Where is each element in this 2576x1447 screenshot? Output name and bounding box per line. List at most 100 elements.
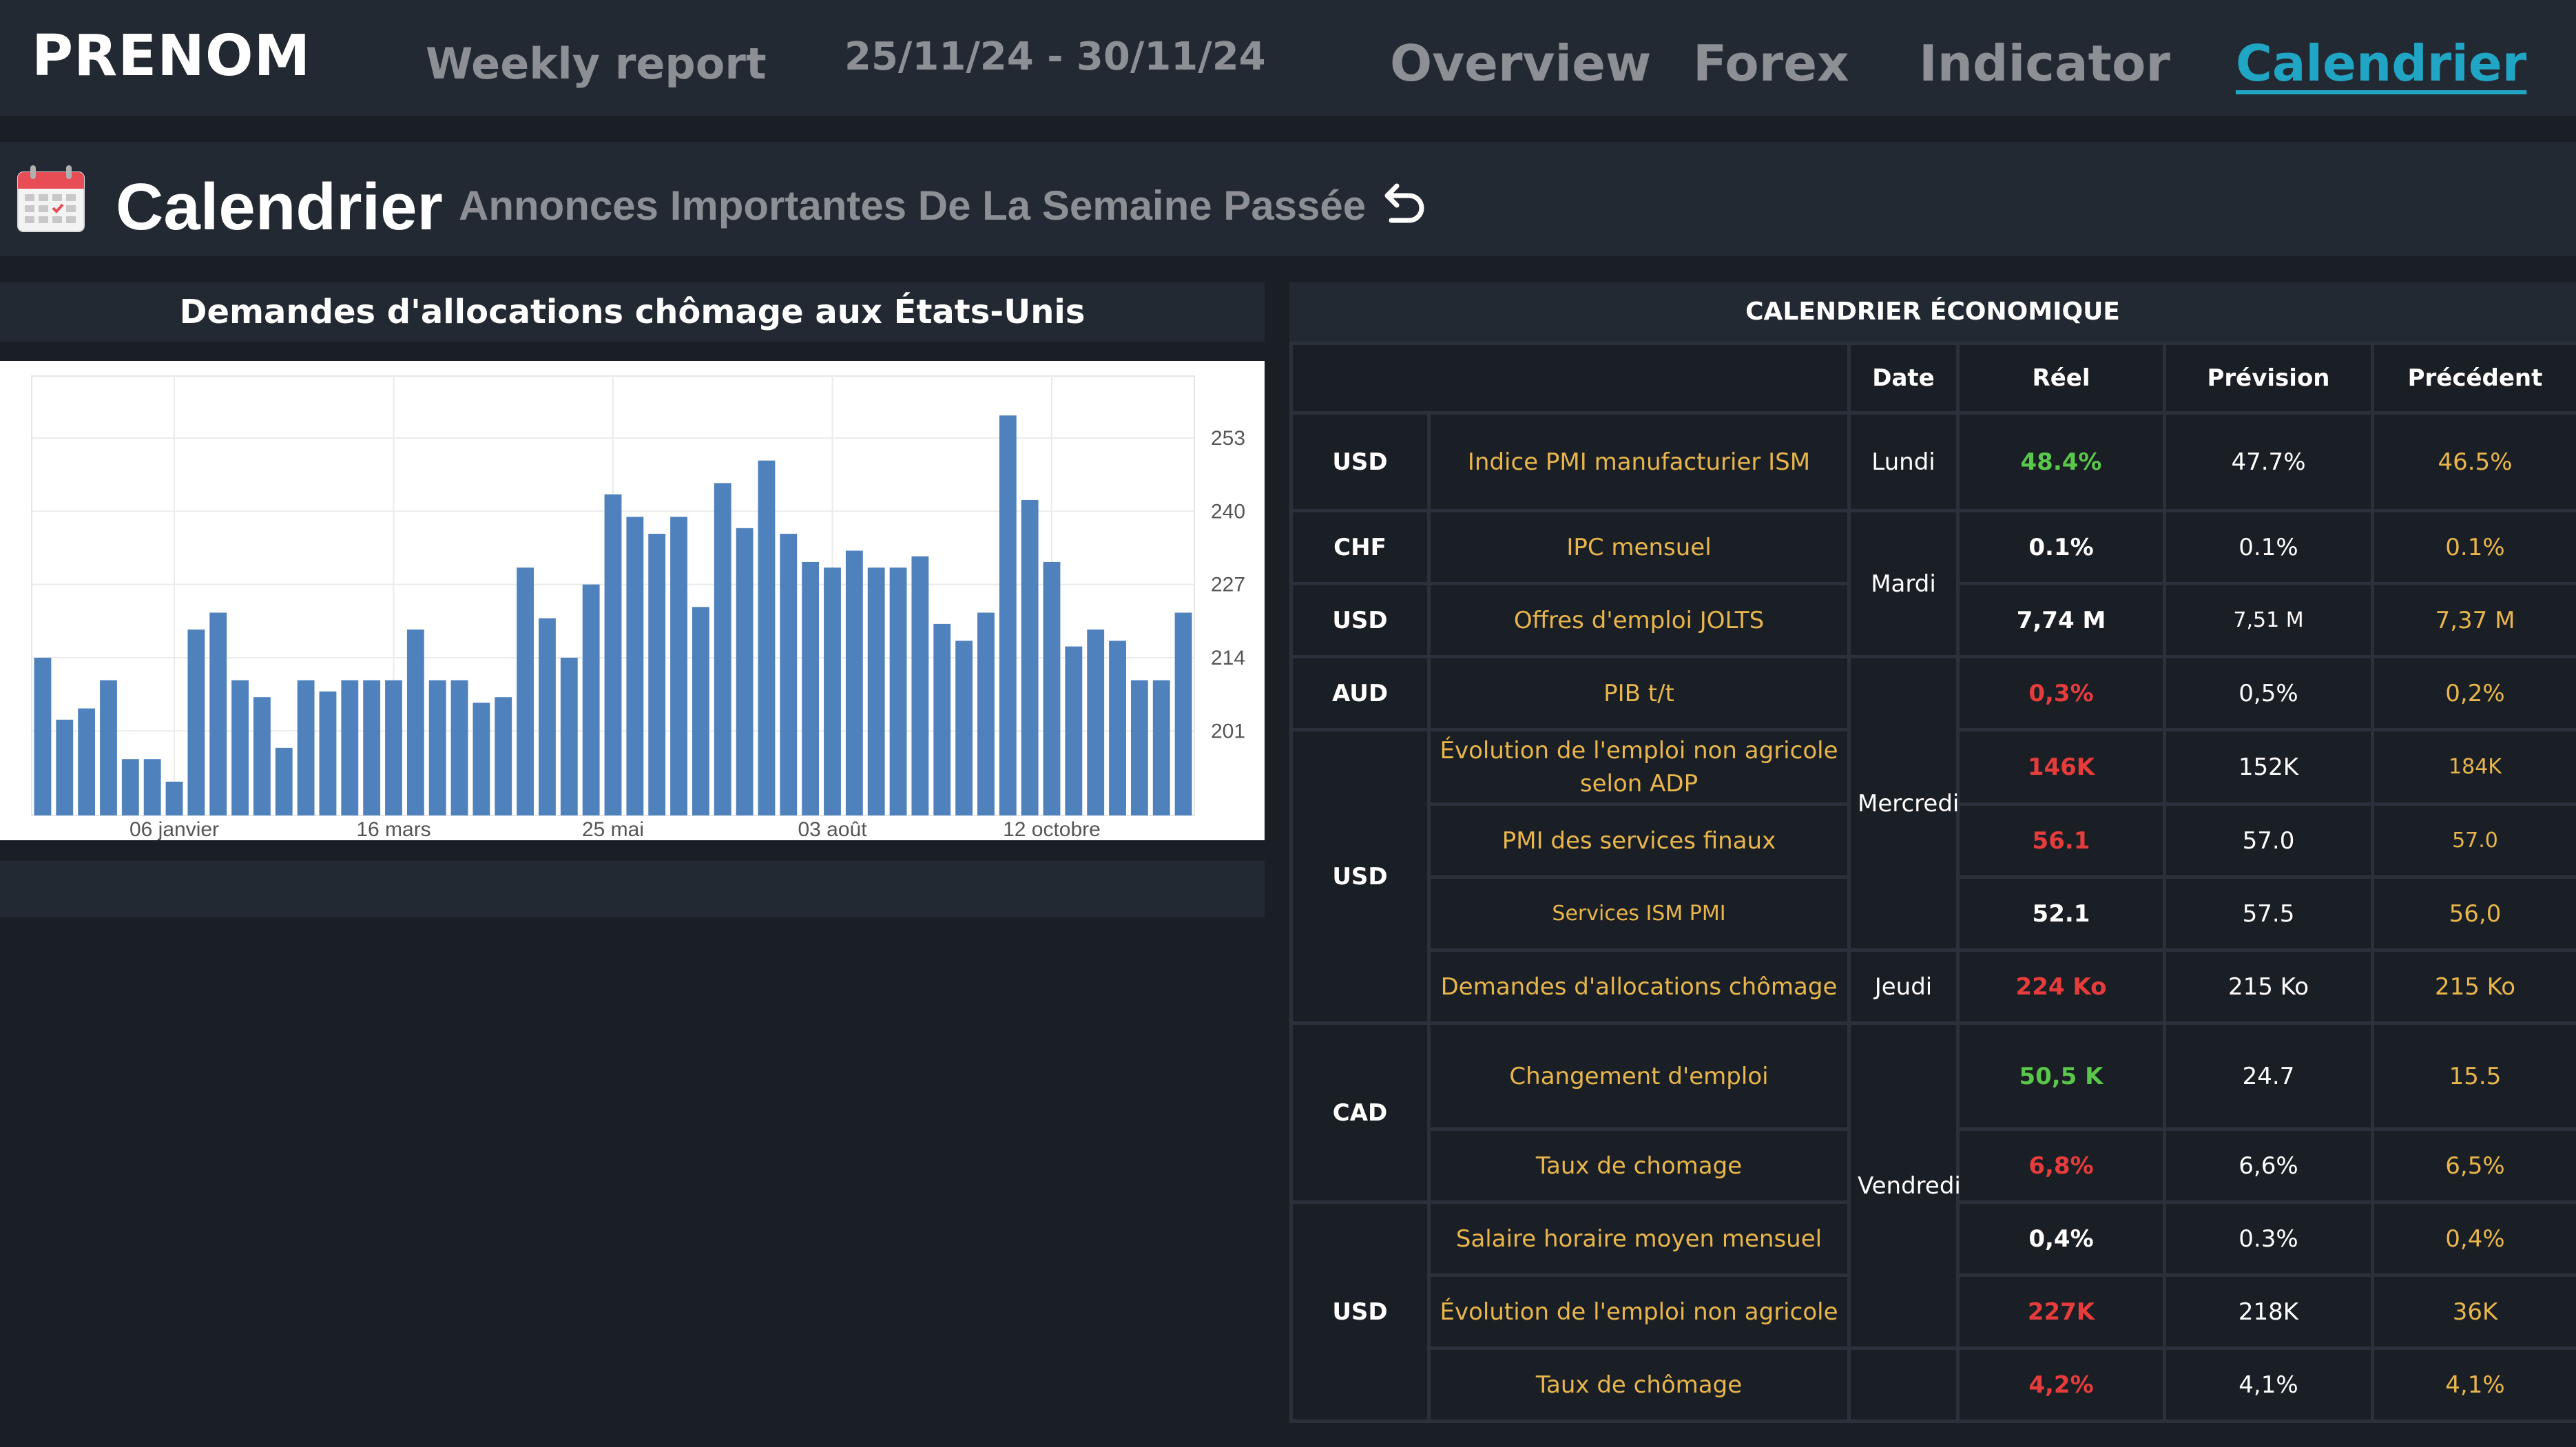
y-tick-label: 201	[1211, 720, 1245, 742]
bar	[955, 641, 973, 815]
actual-cell: 52.1	[1956, 875, 2166, 952]
currency-cell: USD	[1289, 728, 1431, 1025]
bar	[867, 568, 885, 815]
day-cell: Lundi	[1847, 411, 1960, 512]
currency-cell: AUD	[1289, 655, 1431, 731]
bar	[1152, 680, 1170, 815]
bar	[450, 680, 468, 815]
x-tick-label: 25 mai	[582, 818, 644, 840]
bar-chart-svg: 253 240 227 214 201 06 janvier 16 mars 25 mai 03…	[31, 375, 1245, 841]
bar	[1043, 561, 1061, 815]
bar	[999, 415, 1017, 815]
announcement-cell: PMI des services finaux	[1427, 802, 1851, 879]
x-tick-label: 03 août	[798, 818, 867, 840]
announcement-cell: IPC mensuel	[1427, 509, 1851, 585]
forecast-cell: 0.1%	[2163, 509, 2374, 585]
previous-cell: 0.1%	[2371, 509, 2576, 585]
bar	[78, 708, 96, 815]
bar	[1065, 646, 1083, 815]
actual-cell: 7,74 M	[1956, 582, 2166, 658]
forecast-cell: 0.3%	[2163, 1200, 2374, 1277]
y-tick-label: 227	[1211, 574, 1245, 596]
table-header-row: Date Réel Prévision Précédent	[1289, 342, 2576, 415]
bar	[977, 612, 995, 815]
bar	[714, 483, 731, 815]
forecast-cell: 24.7	[2163, 1021, 2374, 1131]
previous-cell: 36K	[2371, 1273, 2576, 1350]
header-empty	[1289, 342, 1851, 415]
header-date: Date	[1847, 342, 1960, 415]
table-row: USD Indice PMI manufacturier ISM Lundi 4…	[1289, 411, 2576, 512]
tab-forex[interactable]: Forex	[1693, 34, 1849, 92]
bar	[670, 517, 687, 815]
bar	[341, 680, 359, 815]
bar	[406, 629, 424, 815]
previous-cell: 0,2%	[2371, 655, 2576, 731]
actual-cell: 56.1	[1956, 802, 2166, 879]
table-row: CHF IPC mensuel Mardi 0.1% 0.1% 0.1%	[1289, 509, 2576, 658]
bar	[253, 697, 271, 815]
actual-cell: 224 Ko	[1956, 948, 2166, 1025]
announcement-cell: Demandes d'allocations chômage	[1427, 948, 1851, 1025]
tab-indicator[interactable]: Indicator	[1919, 34, 2170, 92]
tab-overview[interactable]: Overview	[1390, 34, 1652, 92]
undo-icon[interactable]	[1373, 172, 1430, 229]
actual-cell: 146K	[1956, 728, 2166, 806]
bar	[911, 556, 929, 815]
actual-cell: 0.1%	[1956, 509, 2166, 585]
previous-cell: 46.5%	[2371, 411, 2576, 512]
table-row: CAD Changement d'emploi Vendredi 50,5 K …	[1289, 1021, 2576, 1350]
bar	[187, 629, 205, 815]
actual-cell: 227K	[1956, 1273, 2166, 1350]
previous-cell: 57.0	[2371, 802, 2576, 879]
x-tick-label: 12 octobre	[1003, 818, 1101, 840]
bar	[385, 680, 402, 815]
bar	[275, 747, 293, 815]
currency-cell: USD	[1289, 411, 1431, 512]
tab-calendrier[interactable]: Calendrier	[2236, 34, 2527, 92]
bar	[933, 623, 951, 815]
previous-cell: 184K	[2371, 728, 2576, 806]
header-previous: Précédent	[2371, 342, 2576, 415]
table-row: Taux de chomage 6,8% 6,6% 6,5%	[1291, 1127, 2576, 1204]
bar	[100, 680, 117, 815]
bar	[560, 657, 578, 815]
bar	[209, 612, 227, 815]
previous-cell: 0,4%	[2371, 1200, 2576, 1277]
forecast-cell: 47.7%	[2163, 411, 2374, 512]
announcement-cell: PIB t/t	[1427, 655, 1851, 731]
bar	[165, 781, 183, 815]
brand-name: PRENOM	[32, 23, 311, 89]
previous-cell: 4,1%	[2371, 1346, 2576, 1423]
header-forecast: Prévision	[2163, 342, 2374, 415]
bar	[143, 759, 161, 815]
forecast-cell: 6,6%	[2163, 1127, 2374, 1204]
bar	[472, 702, 490, 815]
day-cell: Jeudi	[1847, 948, 1960, 1025]
previous-cell: 215 Ko	[2371, 948, 2576, 1025]
bar	[1130, 680, 1148, 815]
day-cell: Mardi	[1847, 509, 1960, 658]
bar	[758, 460, 776, 815]
chart-footer	[0, 861, 1265, 917]
bar	[692, 607, 709, 815]
bar	[604, 494, 622, 815]
forecast-cell: 57.5	[2163, 875, 2374, 952]
bar	[428, 680, 446, 815]
currency-cell: USD	[1289, 1200, 1431, 1423]
announcement-cell: Salaire horaire moyen mensuel	[1427, 1200, 1851, 1277]
page-title: Calendrier	[116, 170, 443, 244]
bar	[845, 550, 863, 815]
actual-cell: 50,5 K	[1956, 1021, 2166, 1131]
bar	[231, 680, 249, 815]
actual-cell: 4,2%	[1956, 1346, 2166, 1423]
bar	[780, 534, 798, 815]
bar	[517, 568, 534, 815]
announcement-cell: Indice PMI manufacturier ISM	[1427, 411, 1851, 512]
bar	[1021, 499, 1039, 815]
previous-cell: 15.5	[2371, 1021, 2576, 1131]
announcement-cell: Taux de chomage	[1427, 1127, 1851, 1204]
forecast-cell: 7,51 M	[2163, 582, 2374, 658]
bar	[495, 697, 512, 815]
x-tick-label: 06 janvier	[129, 818, 219, 840]
